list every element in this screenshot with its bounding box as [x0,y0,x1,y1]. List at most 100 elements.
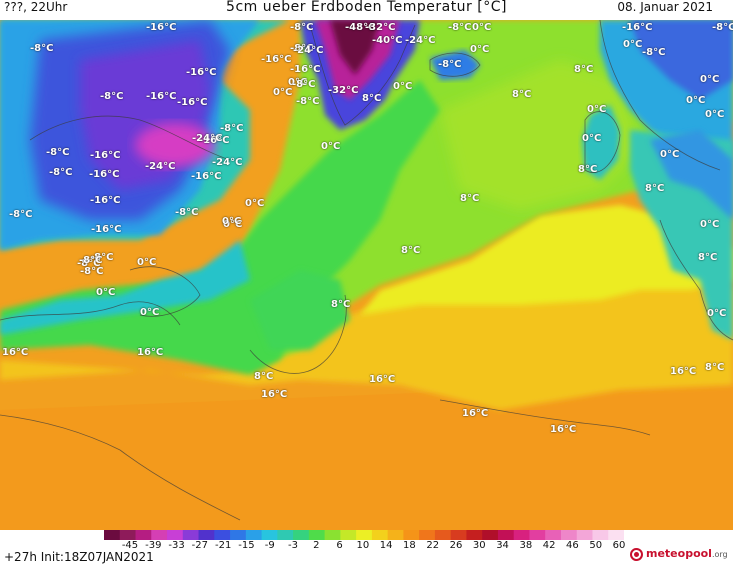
temperature-colorbar [104,530,624,540]
colorbar-tick-label: -33 [168,540,185,551]
temperature-label: 8°C [705,362,725,373]
temperature-label: -16°C [199,135,230,146]
temperature-label: 0°C [245,198,265,209]
temperature-label: 16°C [369,374,396,385]
colorbar-tick-label: 30 [472,540,486,551]
colorbar-swatch [167,530,184,540]
temperature-label: -8°C [79,255,103,266]
temperature-label: -8°C [80,266,104,277]
colorbar-swatch [293,530,310,540]
temperature-label: 0°C [288,77,308,88]
colorbar-tick-label: 60 [612,540,626,551]
colorbar-swatch [387,530,404,540]
temperature-label: -8°C [9,209,33,220]
colorbar-tick-label: -45 [121,540,139,551]
colorbar-swatch [403,530,420,540]
temperature-label: -8°C [175,207,199,218]
valid-date-label: 08. Januar 2021 [617,0,713,14]
temperature-label: -32°C [328,85,359,96]
temperature-label: 0°C [705,109,725,120]
colorbar-tick-label: 46 [566,540,579,551]
colorbar-swatch [135,530,152,540]
map-footer: -45 -39 -33 -27 -21 -15 -9 -3 2 6 10 14 18 22 26 30 34 38… [0,530,733,566]
colorbar-tick-label: 22 [426,540,440,551]
logo-main: meteopool [646,547,712,560]
temperature-label: 8°C [698,252,718,263]
colorbar-swatch [419,530,436,540]
temperature-label: -40°C [372,35,403,46]
temperature-label: 8°C [331,299,351,310]
coastline-britain [584,111,621,173]
temperature-label: 0°C [137,257,157,268]
colorbar-swatch [356,530,373,540]
temperature-label: 0°C [707,308,727,319]
temperature-label: -8°C [438,59,462,70]
coastline-iberia [659,219,733,341]
colorbar-swatch [151,530,168,540]
colorbar-swatch [513,530,531,540]
temperature-label: 0°C [660,149,680,160]
coastlines [0,20,733,521]
coastline-greenland [309,24,416,126]
british-isles [582,105,620,180]
map-header: ???, 22Uhr 5cm ueber Erdboden Temperatur… [0,0,733,20]
colorbar-swatch [308,530,326,540]
colorbar-tick-label: -3 [288,540,298,551]
temperature-label: -16°C [91,224,122,235]
temperature-label: -48°C [345,22,376,33]
temperature-label: -8°C [30,43,54,54]
colorbar-swatch [450,530,468,540]
colorbar-tick-label: 34 [496,540,509,551]
temperature-label: 0°C [223,219,243,230]
temperature-label: -8°C [448,22,472,33]
temperature-label: -8°C [292,79,316,90]
temperature-label: -16°C [146,91,177,102]
temperature-map: -16°C -8°C -48°C -32°C -8°C 0°C -16°C -8°C -8°C -… [0,20,733,530]
colorbar-tick-label: 18 [403,540,416,551]
yellow-zone [360,205,733,315]
temperature-label: 0°C [686,95,706,106]
temperature-label: 0°C [623,39,643,50]
temperature-label: 8°C [254,371,274,382]
temperature-label: -32°C [365,22,396,33]
temperature-label: -16°C [177,97,208,108]
temperature-label: -8°C [46,147,70,158]
colorbar-tick-label: 6 [336,540,343,551]
temperature-label: -24°C [405,35,436,46]
temperature-label: -16°C [90,150,121,161]
temperature-label: 16°C [462,408,489,419]
colorbar-tick-label: -9 [264,540,275,551]
colorbar-swatch [340,530,357,540]
temperature-label: 0°C [222,216,242,227]
temperature-label: -16°C [146,22,177,33]
coastline-iceland [429,52,481,77]
temperature-label: 8°C [645,183,665,194]
coastline-nova-scotia [129,266,201,317]
colorbar-tick-label: 10 [356,540,370,551]
yellow-orange-band [0,275,733,410]
temperature-label: 8°C [578,164,598,175]
temperature-label: 16°C [261,389,288,400]
temperature-label: 16°C [550,424,577,435]
europe-north [650,130,733,220]
colorbar-tick-label: 38 [519,540,533,551]
temperature-label: -8°C [290,43,314,54]
temperature-label: 8°C [512,89,532,100]
iceland [430,50,480,80]
contour-line-8c [249,294,347,374]
temperature-label: 16°C [137,347,164,358]
green-patch [250,270,350,350]
temperature-label: -8°C [90,252,114,263]
colorbar-swatch [576,530,594,540]
temperature-field [0,20,733,530]
temperature-label: 0°C [273,87,293,98]
colorbar-swatch [371,530,389,540]
scandinavia-cold [630,20,733,100]
colorbar-swatch [545,530,562,540]
temperature-label: 0°C [700,74,720,85]
colorbar-swatch [482,530,499,540]
magenta-cold-spot [135,123,215,167]
colorbar-swatch [277,530,294,540]
colorbar-tick-label: -15 [238,540,255,551]
colorbar-swatch [560,530,578,540]
